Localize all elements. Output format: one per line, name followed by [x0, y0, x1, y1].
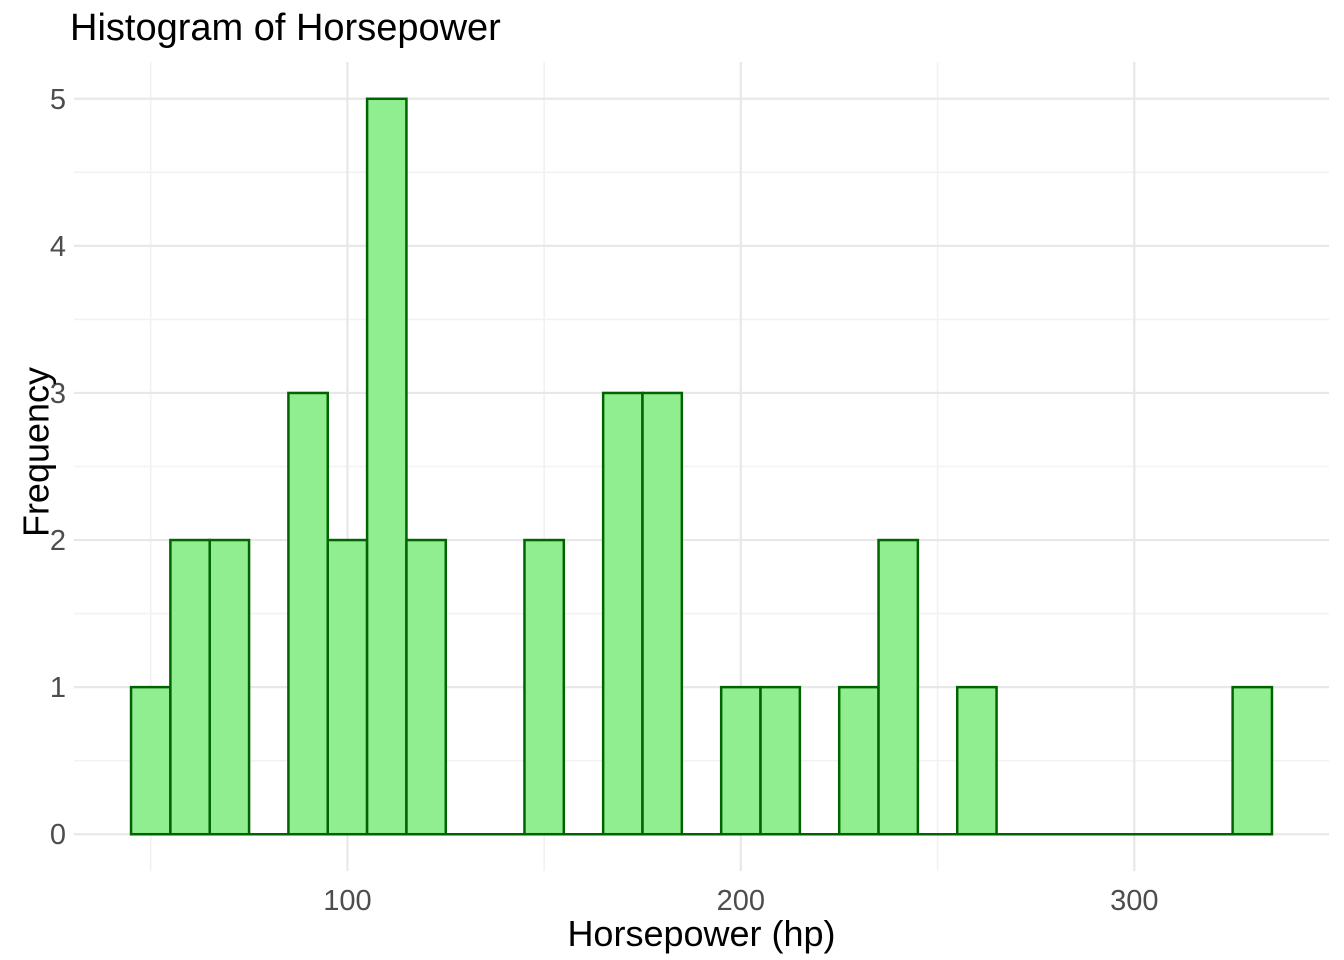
minor-gridlines [74, 62, 1329, 871]
histogram-bar [759, 685, 802, 836]
histogram-bar [326, 538, 369, 836]
y-tick-label: 3 [50, 378, 66, 410]
y-tick-label: 2 [50, 525, 66, 557]
y-tick-label: 4 [50, 231, 66, 263]
y-tick-label: 5 [50, 84, 66, 116]
histogram-bar [641, 391, 684, 836]
histogram-bar [837, 685, 880, 836]
histogram-bar [287, 391, 330, 836]
x-tick-label: 200 [717, 885, 765, 917]
histogram-bar [601, 391, 644, 836]
x-tick-label: 300 [1110, 885, 1158, 917]
histogram-bar [719, 685, 762, 836]
chart-title: Histogram of Horsepower [70, 7, 501, 49]
y-tick-label: 0 [50, 819, 66, 851]
x-tick-label: 100 [323, 885, 371, 917]
y-tick-labels: 0 1 2 3 4 5 [50, 84, 66, 851]
histogram-bar [877, 538, 920, 836]
y-axis-title: Frequency [15, 366, 57, 538]
y-tick-label: 1 [50, 672, 66, 704]
histogram-bar [365, 97, 408, 836]
histogram-bar [1231, 685, 1274, 836]
histogram-bar [169, 538, 211, 836]
histogram-bar [523, 538, 566, 836]
histogram-bar [955, 685, 998, 836]
histogram-bar [208, 538, 251, 836]
histogram-bars [129, 97, 1274, 836]
histogram-bar [405, 538, 448, 836]
x-tick-labels: 100 200 300 [323, 885, 1158, 917]
histogram-bar [129, 685, 172, 836]
x-axis-title: Horsepower (hp) [567, 913, 836, 954]
